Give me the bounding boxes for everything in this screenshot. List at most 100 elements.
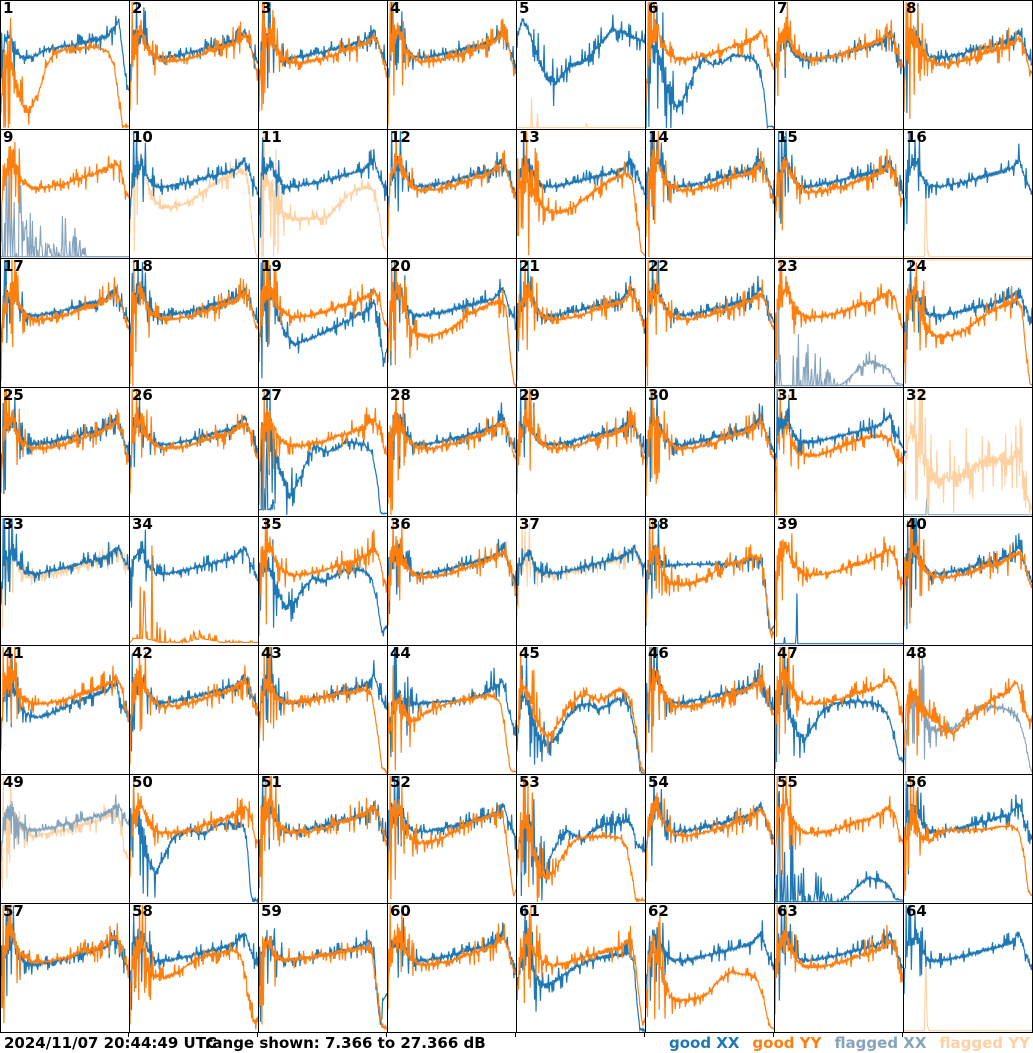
spectrum-plot — [775, 130, 903, 258]
trace-goodXX — [1, 517, 129, 606]
spectrum-plot — [517, 388, 645, 495]
panel-number: 63 — [777, 902, 798, 920]
spectrum-panel: 54 — [646, 773, 775, 904]
trace-goodYY — [259, 259, 387, 362]
spectrum-plot — [1, 517, 129, 629]
spectrum-plot — [259, 130, 387, 258]
trace-goodXX — [259, 539, 387, 637]
trace-goodXX — [904, 130, 1032, 231]
trace-goodYY — [904, 517, 1032, 627]
panel-number: 11 — [261, 128, 282, 146]
trace-flaggedXX — [1, 794, 129, 862]
spectrum-panel: 61 — [517, 902, 646, 1033]
column-tick — [257, 1033, 258, 1037]
spectrum-panel: 28 — [388, 386, 517, 517]
trace-goodXX — [130, 1, 258, 88]
panel-number: 45 — [519, 644, 540, 662]
panel-number: 15 — [777, 128, 798, 146]
panel-number: 27 — [261, 386, 282, 404]
panel-number: 62 — [648, 902, 669, 920]
trace-goodXX — [388, 402, 516, 496]
spectrum-plot — [904, 259, 1032, 386]
panel-number: 35 — [261, 515, 282, 533]
status-bar: 2024/11/07 20:44:49 UTC range shown: 7.3… — [0, 1033, 1033, 1053]
timestamp-label: 2024/11/07 20:44:49 UTC — [4, 1034, 217, 1052]
spectrum-panel: 51 — [259, 773, 388, 904]
trace-goodXX — [904, 259, 1032, 370]
spectrum-panel: 25 — [1, 386, 130, 517]
spectrum-panel: 39 — [775, 515, 904, 646]
trace-goodYY — [775, 1, 903, 106]
trace-goodYY — [388, 388, 516, 516]
spectrum-panel: 7 — [775, 0, 904, 130]
spectrum-plot — [1, 904, 129, 1023]
panel-number: 9 — [3, 128, 14, 146]
spectrum-panel: 16 — [904, 128, 1033, 259]
trace-goodYY — [646, 646, 774, 754]
trace-goodXX — [517, 259, 645, 362]
spectrum-panel: 30 — [646, 386, 775, 517]
spectrum-plot — [1, 388, 129, 495]
spectrum-panel: 59 — [259, 902, 388, 1033]
trace-flaggedXX — [775, 351, 903, 387]
spectrum-panel: 19 — [259, 257, 388, 388]
trace-goodYY — [1, 17, 129, 129]
trace-goodYY — [646, 130, 774, 258]
trace-goodXX — [1, 388, 129, 495]
panel-number: 18 — [132, 257, 153, 275]
panel-number: 12 — [390, 128, 411, 146]
trace-goodYY — [259, 935, 387, 1032]
spectrum-panel: 23 — [775, 257, 904, 388]
spectrum-plot — [775, 646, 903, 769]
panel-number: 39 — [777, 515, 798, 533]
column-tick — [773, 1033, 774, 1037]
spectrum-panel: 48 — [904, 644, 1033, 775]
trace-goodYY — [904, 775, 1032, 896]
spectrum-plot — [646, 912, 774, 1030]
spectrum-plot — [517, 775, 645, 903]
panel-number: 24 — [906, 257, 927, 275]
spectrum-panel: 22 — [646, 257, 775, 388]
legend: good XX good YY flagged XX flagged YY — [669, 1033, 1030, 1053]
panel-number: 21 — [519, 257, 540, 275]
spectrum-plot — [1, 646, 129, 751]
spectrum-panel: 60 — [388, 902, 517, 1033]
panel-number: 1 — [3, 0, 14, 17]
trace-goodYY — [517, 130, 645, 256]
legend-item-flagged-yy: flagged YY — [939, 1034, 1030, 1052]
trace-goodYY — [388, 775, 516, 900]
trace-goodYY — [388, 1, 516, 126]
spectrum-plot — [259, 1, 387, 112]
panel-number: 22 — [648, 257, 669, 275]
trace-goodYY — [517, 650, 645, 774]
spectrum-plot — [388, 646, 516, 774]
spectrum-panel: 63 — [775, 902, 904, 1033]
trace-goodYY — [259, 775, 387, 903]
trace-goodYY — [904, 262, 1032, 386]
trace-goodYY — [646, 517, 774, 639]
spectrum-plot — [517, 259, 645, 381]
panel-number: 8 — [906, 0, 917, 17]
panel-number: 51 — [261, 773, 282, 791]
spectrum-plot — [259, 259, 387, 379]
trace-flaggedYY — [904, 963, 1032, 1032]
trace-goodXX — [646, 920, 774, 1001]
spectrum-panel: 8 — [904, 0, 1033, 130]
spectrum-panel: 27 — [259, 386, 388, 517]
trace-goodXX — [775, 870, 903, 903]
trace-goodXX — [388, 259, 516, 366]
panel-number: 23 — [777, 257, 798, 275]
spectrum-panel: 43 — [259, 644, 388, 775]
spectrum-plot — [1, 775, 129, 889]
spectrum-panel: 9 — [1, 128, 130, 259]
trace-goodXX — [130, 259, 258, 346]
panel-number: 44 — [390, 644, 411, 662]
spectrum-plot — [646, 130, 774, 258]
trace-flaggedXX — [904, 498, 1032, 516]
panel-number: 6 — [648, 0, 659, 17]
spectrum-plot — [130, 904, 258, 1030]
spectrum-panel: 3 — [259, 0, 388, 130]
panel-number: 50 — [132, 773, 153, 791]
spectrum-panel: 24 — [904, 257, 1033, 388]
panel-number: 4 — [390, 0, 401, 17]
